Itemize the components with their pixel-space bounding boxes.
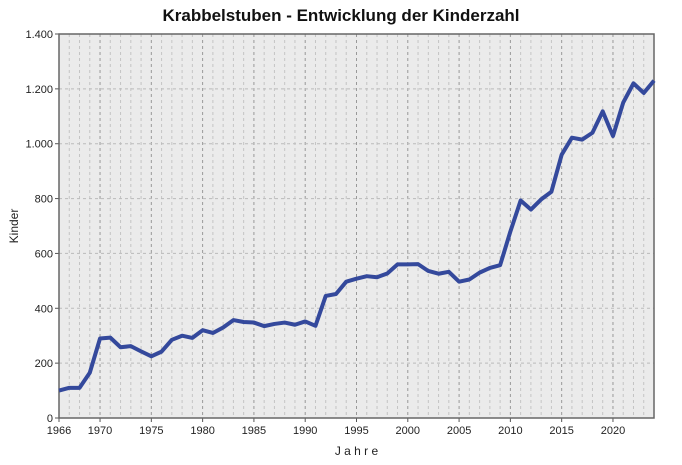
y-tick-label: 600 [35, 248, 53, 260]
y-tick-label: 200 [35, 358, 53, 370]
y-tick-label: 800 [35, 194, 53, 206]
x-tick-label: 1980 [190, 425, 214, 437]
x-tick-label: 1985 [242, 425, 266, 437]
x-tick-label: 1966 [47, 425, 71, 437]
y-axis-label: Kinder [7, 209, 21, 244]
x-tick-label: 1990 [293, 425, 317, 437]
x-tick-label: 2010 [498, 425, 522, 437]
x-tick-label: 2005 [447, 425, 471, 437]
y-tick-label: 400 [35, 303, 53, 315]
chart-title: Krabbelstuben - Entwicklung der Kinderza… [162, 6, 520, 25]
x-tick-label: 2020 [601, 425, 625, 437]
y-tick-label: 1.200 [25, 84, 53, 96]
y-tick-label: 1.400 [25, 29, 53, 41]
x-tick-label: 1995 [344, 425, 368, 437]
plot-frame [58, 33, 655, 419]
x-tick-label: 1970 [88, 425, 112, 437]
y-tick-label: 1.000 [25, 139, 53, 151]
x-tick-label: 2015 [549, 425, 573, 437]
x-tick-label: 2000 [396, 425, 420, 437]
x-axis-label: J a h r e [335, 444, 379, 458]
y-tick-label: 0 [47, 413, 53, 425]
x-tick-label: 1975 [139, 425, 163, 437]
